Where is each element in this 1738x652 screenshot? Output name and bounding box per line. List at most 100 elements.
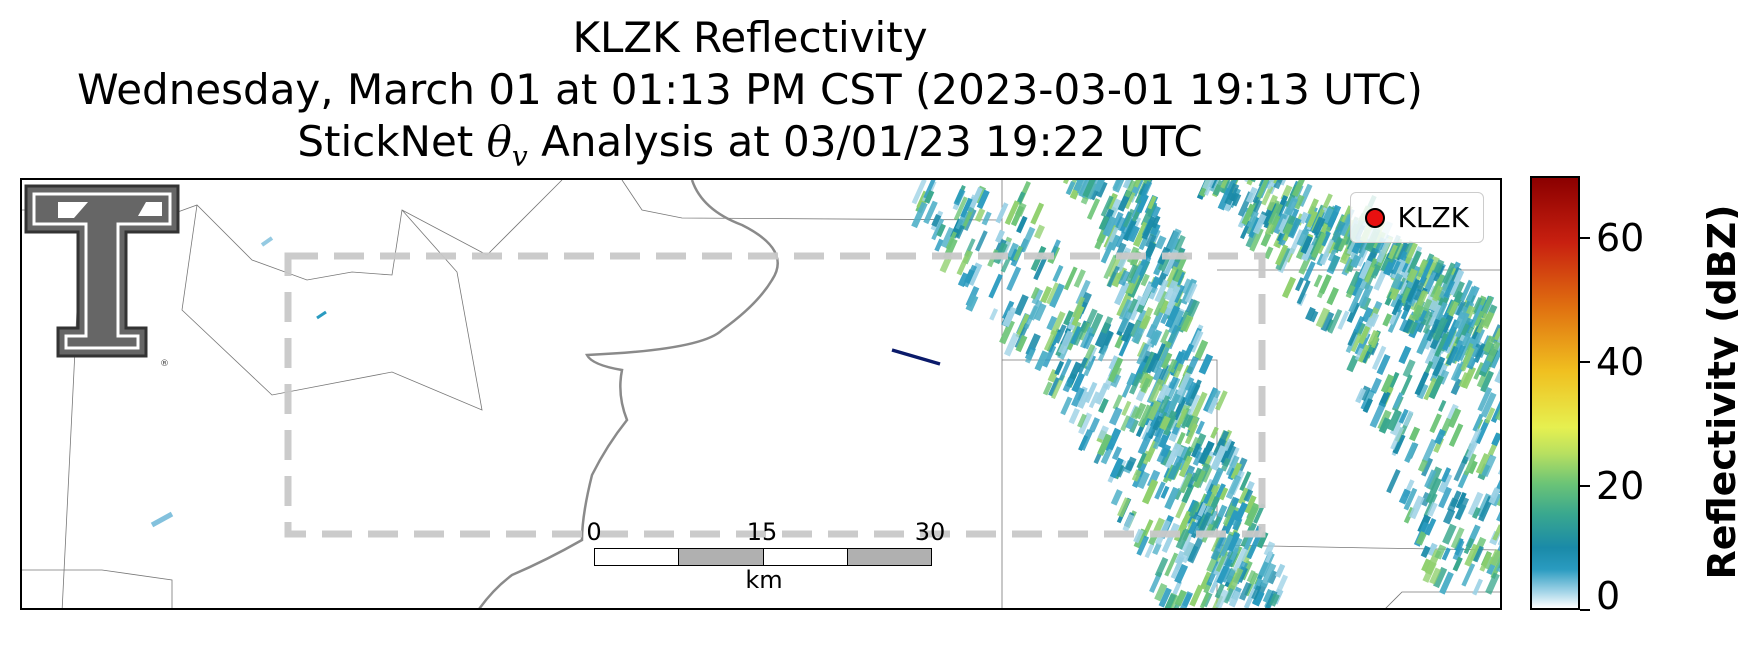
echo-gate bbox=[1084, 381, 1098, 404]
echo-gate bbox=[1426, 318, 1441, 342]
echo-gate bbox=[1464, 342, 1474, 357]
scale-bar: 0 15 30 km bbox=[586, 518, 945, 594]
echo-gate bbox=[1187, 416, 1199, 433]
echo-gate bbox=[1122, 208, 1135, 228]
map-panel[interactable]: ® KLZK 0 15 30 km bbox=[20, 178, 1502, 610]
echo-gate bbox=[1320, 231, 1331, 247]
echo-gate bbox=[1246, 210, 1259, 229]
echo-gate bbox=[1315, 307, 1331, 329]
echo-gate bbox=[1164, 265, 1180, 289]
echo-gate bbox=[957, 272, 970, 288]
echo-gate bbox=[1077, 413, 1087, 428]
echo-gate bbox=[1401, 288, 1414, 308]
echo-gate bbox=[1016, 215, 1028, 234]
echo-gate bbox=[1225, 569, 1236, 584]
echo-gate bbox=[1432, 285, 1444, 302]
echo-gate bbox=[1275, 246, 1291, 271]
echo-gate bbox=[1391, 258, 1407, 280]
echo-gate bbox=[1251, 585, 1262, 600]
echo-gate bbox=[1421, 457, 1434, 477]
echo-gate bbox=[969, 186, 983, 209]
echo-gate bbox=[1498, 564, 1500, 569]
echo-gate bbox=[1164, 410, 1177, 429]
echo-gate bbox=[1186, 356, 1199, 375]
echo-gate bbox=[1234, 502, 1248, 523]
echo-gate bbox=[1166, 228, 1182, 251]
echo-gate bbox=[1070, 325, 1083, 345]
echo-gate bbox=[1136, 309, 1147, 323]
echo-gate bbox=[934, 238, 944, 252]
echo-gate bbox=[1358, 385, 1371, 402]
echo-gate bbox=[1166, 285, 1181, 309]
echo-gate bbox=[1107, 357, 1124, 383]
echo-gate bbox=[1100, 241, 1115, 264]
echo-gate bbox=[1143, 180, 1152, 186]
echo-gate bbox=[1327, 247, 1338, 262]
echo-gate bbox=[1220, 180, 1229, 189]
echo-gate bbox=[1121, 400, 1132, 417]
echo-gate bbox=[1327, 308, 1343, 334]
echo-gate bbox=[1350, 333, 1363, 353]
echo-gate bbox=[1136, 535, 1150, 556]
echo-gate bbox=[1133, 221, 1150, 248]
echo-gate bbox=[1094, 382, 1110, 405]
echo-gate bbox=[1178, 455, 1193, 478]
echo-gate bbox=[1491, 432, 1500, 447]
scale-segment bbox=[847, 549, 931, 565]
echo-gate bbox=[1447, 497, 1459, 513]
echo-gate bbox=[1392, 392, 1404, 409]
reflectivity-echoes bbox=[911, 180, 1500, 608]
echo-gate bbox=[1175, 501, 1187, 519]
echo-gate bbox=[1217, 558, 1233, 585]
echo-gate bbox=[1098, 398, 1109, 414]
echo-gate bbox=[1094, 232, 1106, 250]
echo-gate bbox=[1141, 351, 1157, 376]
echo-gate bbox=[1358, 325, 1371, 345]
sticknet-marker bbox=[891, 348, 941, 366]
echo-gate bbox=[1244, 502, 1261, 527]
echo-gate bbox=[1432, 356, 1446, 377]
echo-gate bbox=[1210, 535, 1227, 561]
echo-gate bbox=[1088, 417, 1100, 433]
echo-gate bbox=[1440, 314, 1454, 333]
echo-gate bbox=[1199, 591, 1211, 608]
echo-gate bbox=[1302, 261, 1316, 282]
echo-gate bbox=[1380, 374, 1395, 394]
echo-gate bbox=[1164, 486, 1180, 510]
echo-gate bbox=[1010, 205, 1025, 227]
echo-gate bbox=[995, 229, 1005, 244]
echo-gate bbox=[1191, 467, 1203, 483]
echo-gate bbox=[1463, 537, 1475, 555]
echo-gate bbox=[1256, 180, 1269, 199]
echo-gate bbox=[1154, 279, 1169, 303]
river bbox=[478, 180, 779, 608]
echo-gate bbox=[1138, 180, 1153, 202]
echo-gate bbox=[1114, 281, 1130, 306]
echo-gate bbox=[1476, 312, 1489, 334]
echo-gate bbox=[1103, 254, 1118, 280]
echo-gate bbox=[1121, 376, 1135, 398]
echo-gate bbox=[1337, 310, 1350, 330]
echo-gate bbox=[1275, 574, 1289, 594]
echo-gate bbox=[1140, 273, 1150, 287]
echo-gate bbox=[1472, 578, 1483, 596]
echo-gate bbox=[1168, 594, 1181, 608]
echo-gate bbox=[1220, 457, 1231, 472]
echo-gate bbox=[1139, 283, 1154, 307]
echo-gate bbox=[1392, 433, 1406, 455]
echo-gate bbox=[1014, 294, 1029, 316]
echo-gate bbox=[1033, 224, 1045, 240]
echo-gate bbox=[1129, 319, 1142, 338]
echo-gate bbox=[1033, 255, 1048, 281]
echo-gate bbox=[962, 264, 977, 288]
echo-gate bbox=[1376, 353, 1391, 376]
echo-gate bbox=[1100, 195, 1114, 217]
echo-gate bbox=[1419, 258, 1434, 284]
echo-gate bbox=[1198, 353, 1214, 375]
echo-gate bbox=[1345, 284, 1356, 299]
echo-gate bbox=[1460, 347, 1475, 372]
echo-gate bbox=[1128, 295, 1145, 321]
echo-gate bbox=[1350, 254, 1362, 269]
echo-gate bbox=[1097, 345, 1109, 362]
echo-gate bbox=[1015, 313, 1030, 338]
